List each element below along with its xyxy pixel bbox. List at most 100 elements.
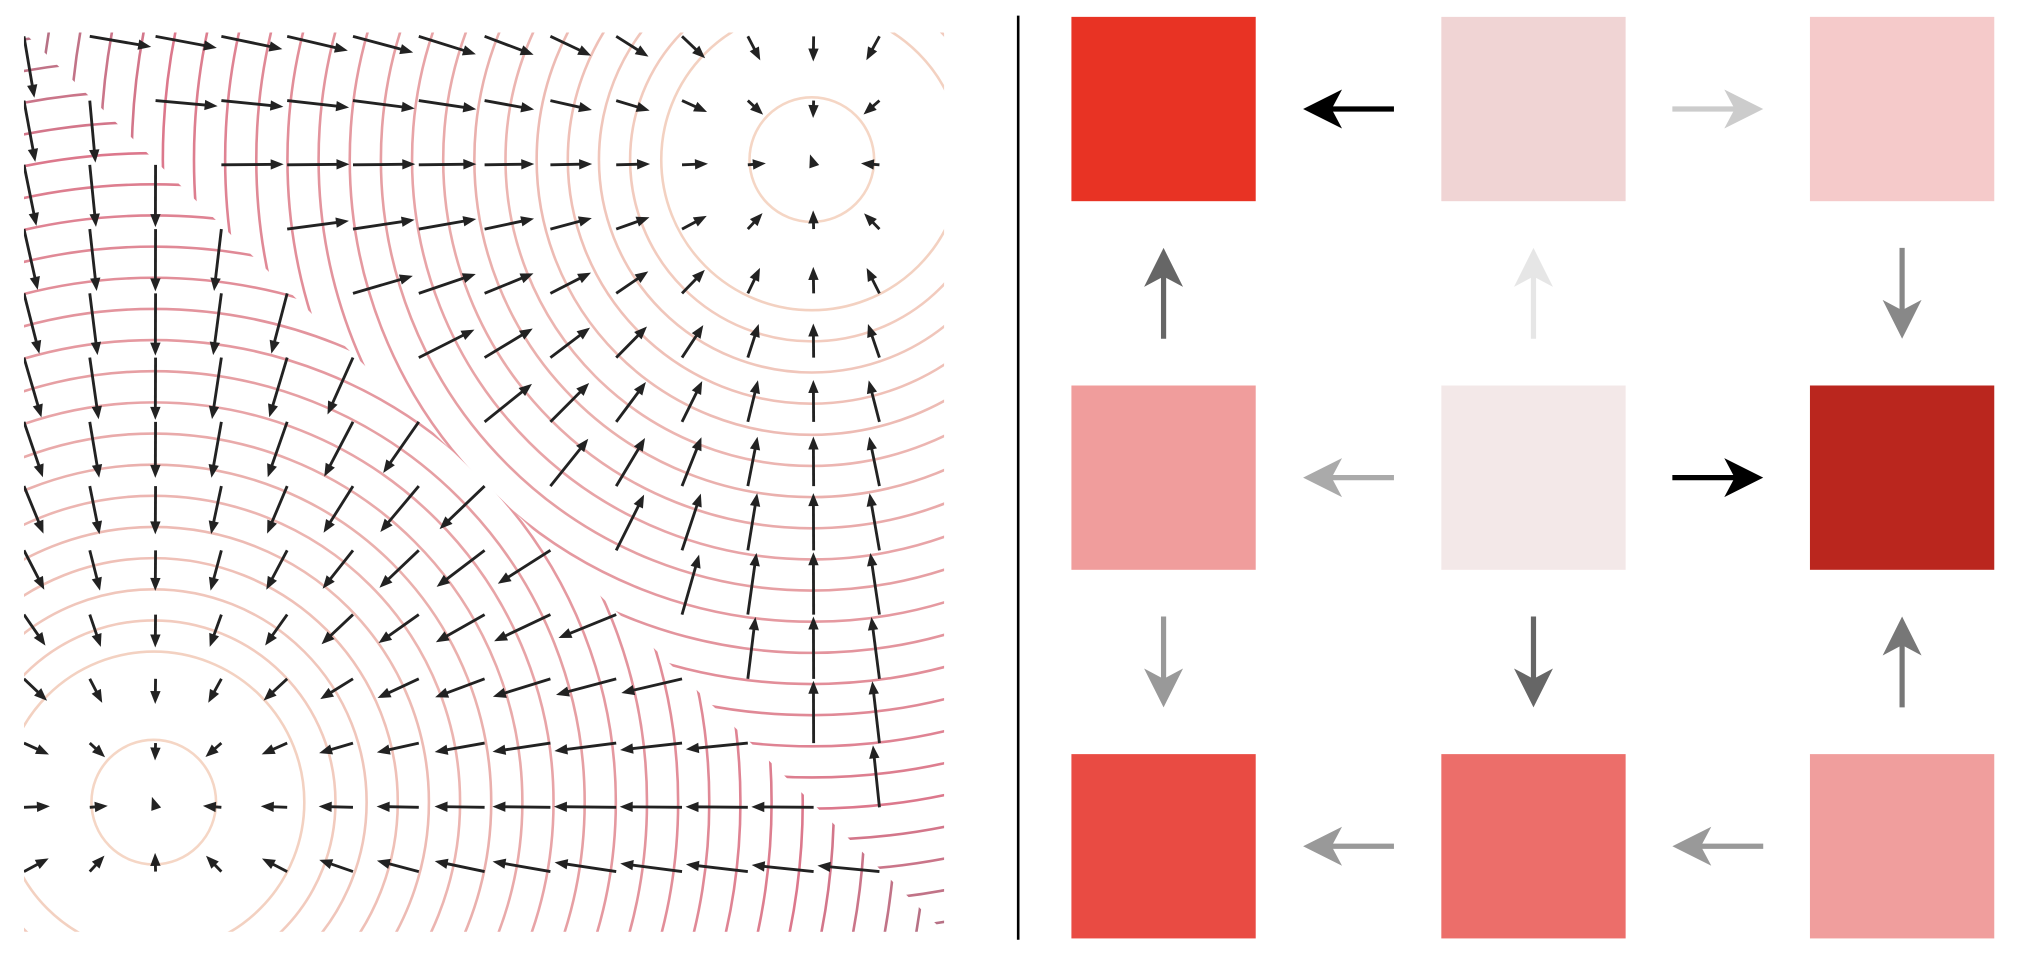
transition-arrowhead xyxy=(1303,826,1343,866)
field-arrowhead xyxy=(33,519,44,534)
contour xyxy=(23,32,945,932)
field-arrow xyxy=(872,750,881,808)
transition-arrowhead xyxy=(1144,668,1184,708)
field-arrowhead xyxy=(319,859,334,870)
field-arrowhead xyxy=(694,159,708,170)
contour xyxy=(23,276,680,932)
field-arrowhead xyxy=(436,574,451,587)
field-arrowhead xyxy=(210,277,221,291)
field-arrowhead xyxy=(36,801,50,812)
field-arrowhead xyxy=(620,743,634,754)
field-arrowhead xyxy=(335,100,350,112)
field-arrow xyxy=(221,162,279,167)
field-arrowhead xyxy=(89,149,100,163)
field-arrowhead xyxy=(151,796,162,811)
field-arrowhead xyxy=(864,213,877,227)
field-arrowhead xyxy=(869,745,880,759)
field-arrow xyxy=(498,613,552,641)
field-arrowhead xyxy=(208,520,219,535)
field-arrow xyxy=(497,805,551,809)
contour xyxy=(23,32,945,932)
field-arrow xyxy=(352,99,410,110)
field-arrowhead xyxy=(28,212,39,226)
field-arrow xyxy=(562,613,617,638)
field-arrowhead xyxy=(636,159,651,170)
field-arrow xyxy=(746,557,758,615)
field-arrowhead xyxy=(89,213,100,227)
field-arrow xyxy=(268,421,289,473)
field-arrow xyxy=(418,274,472,295)
field-arrowhead xyxy=(620,860,634,871)
field-arrowhead xyxy=(208,464,219,478)
field-arrowhead xyxy=(866,436,877,451)
transition-arrowhead xyxy=(1724,458,1764,498)
transition-arrowhead xyxy=(1882,616,1922,656)
field-arrowhead xyxy=(402,159,416,170)
field-arrowhead xyxy=(401,101,415,113)
field-arrowhead xyxy=(269,339,280,354)
field-arrowhead xyxy=(202,801,217,813)
contour xyxy=(23,401,555,932)
field-arrowhead xyxy=(808,104,819,119)
field-arrow xyxy=(483,386,529,423)
state-square xyxy=(1809,754,1995,939)
field-arrowhead xyxy=(463,159,477,170)
field-arrowhead xyxy=(634,271,649,284)
field-arrowhead xyxy=(692,45,706,59)
field-arrow xyxy=(212,293,223,351)
field-arrow xyxy=(484,35,530,55)
state-square xyxy=(1071,754,1256,939)
field-arrowhead xyxy=(577,272,592,284)
field-arrowhead xyxy=(91,632,102,647)
transition-arrowhead xyxy=(1672,826,1712,866)
field-arrowhead xyxy=(749,552,760,567)
contour-group xyxy=(23,32,945,932)
field-arrowhead xyxy=(576,327,591,340)
field-arrowhead xyxy=(633,494,645,509)
field-arrowhead xyxy=(749,493,761,507)
field-arrow xyxy=(483,329,530,359)
state-square xyxy=(1441,754,1626,939)
field-arrow xyxy=(271,292,289,349)
field-arrow xyxy=(680,441,701,487)
field-arrowhead xyxy=(380,518,393,532)
field-arrowhead xyxy=(137,39,152,50)
field-arrow xyxy=(822,864,880,874)
field-arrowhead xyxy=(318,801,332,812)
field-arrowhead xyxy=(808,616,819,630)
contour xyxy=(23,619,337,932)
field-arrow xyxy=(88,421,100,473)
field-arrow xyxy=(418,99,472,110)
field-arrow xyxy=(221,34,278,50)
field-arrow xyxy=(746,498,758,551)
field-arrowhead xyxy=(576,383,590,396)
field-arrow xyxy=(328,357,355,411)
field-arrow xyxy=(439,677,486,697)
field-arrow xyxy=(286,220,344,231)
field-arrowhead xyxy=(208,405,220,420)
field-arrowhead xyxy=(261,744,276,755)
contour xyxy=(535,32,945,437)
field-arrowhead xyxy=(150,521,161,535)
field-arrow xyxy=(23,357,42,413)
field-arrow xyxy=(869,498,881,551)
field-arrowhead xyxy=(150,577,161,591)
field-arrowhead xyxy=(691,493,702,508)
field-arrowhead xyxy=(494,630,509,642)
contour xyxy=(23,650,306,932)
field-arrowhead xyxy=(693,101,708,112)
field-arrowhead xyxy=(91,520,103,535)
field-arrowhead xyxy=(27,84,38,98)
field-arrowhead xyxy=(376,858,391,869)
field-arrowhead xyxy=(692,215,707,227)
field-arrowhead xyxy=(519,273,534,284)
field-arrowhead xyxy=(808,436,819,450)
field-arrow xyxy=(442,485,486,527)
field-arrowhead xyxy=(327,400,338,415)
field-arrowhead xyxy=(749,267,760,282)
contour xyxy=(23,494,462,932)
field-arrow xyxy=(213,228,223,286)
field-arrow xyxy=(756,864,814,873)
field-arrowhead xyxy=(205,744,219,757)
